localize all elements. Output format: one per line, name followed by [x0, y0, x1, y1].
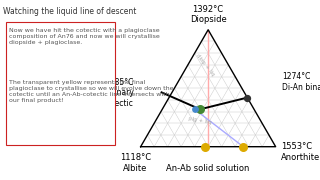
Text: 1553°C
Anorthite: 1553°C Anorthite [281, 142, 320, 162]
Text: An-Ab solid solution: An-Ab solid solution [166, 164, 250, 173]
Text: 1118°C
Albite: 1118°C Albite [120, 153, 151, 173]
Text: diop + liq: diop + liq [195, 53, 216, 77]
Point [197, 108, 203, 111]
Point [245, 96, 250, 99]
Text: 1392°C
Diopside: 1392°C Diopside [190, 5, 227, 24]
Text: Watching the liquid line of descent: Watching the liquid line of descent [3, 7, 137, 16]
Text: The transparent yellow represents the final
plagioclase to crystallise so we wil: The transparent yellow represents the fi… [9, 80, 173, 103]
Text: 1274°C
Di-An binary eutectic: 1274°C Di-An binary eutectic [282, 72, 320, 92]
Point [192, 108, 197, 111]
FancyBboxPatch shape [5, 22, 115, 145]
Text: 1085°C
Ab-Di binary
eutectic: 1085°C Ab-Di binary eutectic [86, 78, 134, 108]
Point [241, 145, 246, 148]
Point [203, 145, 208, 148]
Text: Now we have hit the cotectic with a plagioclase
composition of An76 and now we w: Now we have hit the cotectic with a plag… [9, 28, 160, 45]
Text: plg + liq: plg + liq [188, 117, 212, 125]
